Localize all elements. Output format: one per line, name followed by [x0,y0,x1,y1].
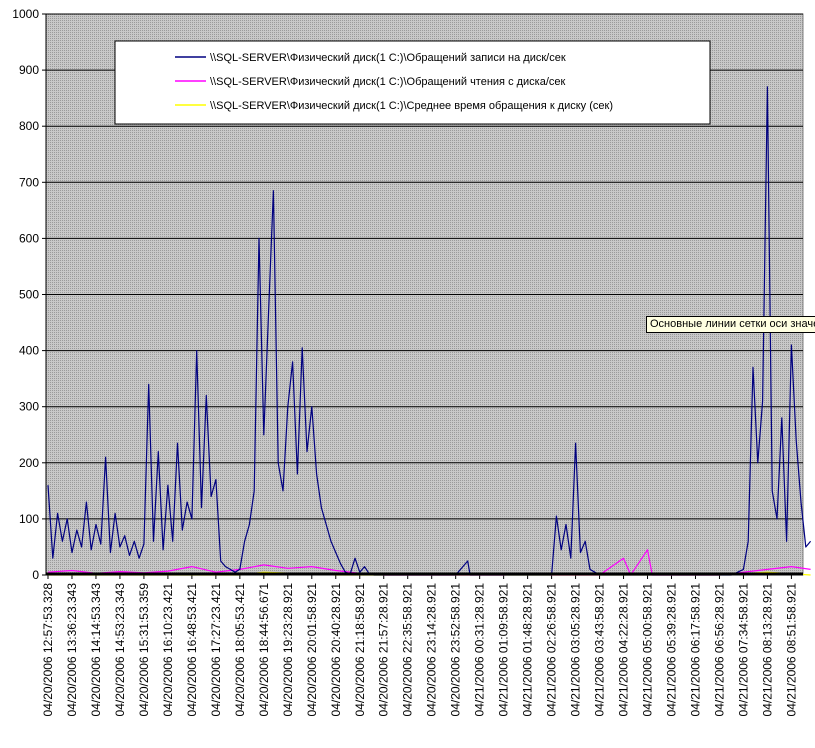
legend-box [114,40,711,125]
legend-label: \\SQL-SERVER\Физический диск(1 C:)\Средн… [210,100,613,112]
legend-label: \\SQL-SERVER\Физический диск(1 C:)\Обращ… [210,76,566,88]
x-tick-label: 04/20/2006 23:14:28.921 [425,583,439,717]
x-tick-label: 04/20/2006 20:01:58.921 [305,583,319,717]
x-tick-label: 04/20/2006 17:27:23.421 [209,583,223,717]
x-tick-label: 04/21/2006 05:39:28.921 [665,583,679,717]
y-tick-label: 800 [19,119,39,133]
y-axis[interactable]: 0 100 200 300 400 500 600 700 800 900 1000 [12,7,47,582]
x-tick-label: 04/21/2006 02:26:58.921 [545,583,559,717]
y-tick-label: 200 [19,456,39,470]
x-tick-label: 04/21/2006 03:43:58.921 [593,583,607,717]
legend[interactable]: \\SQL-SERVER\Физический диск(1 C:)\Обращ… [114,40,711,125]
x-tick-label: 04/21/2006 04:22:28.921 [617,583,631,717]
x-tick-label: 04/20/2006 16:10:23.421 [161,583,175,717]
x-tick-label: 04/20/2006 15:31:53.359 [137,583,151,717]
x-tick-label: 04/20/2006 14:14:53.343 [89,583,103,717]
x-tick-label: 04/21/2006 01:09:58.921 [497,583,511,717]
x-tick-label: 04/20/2006 21:57:28.921 [377,583,391,717]
y-tick-label: 700 [19,175,39,189]
x-tick-label: 04/21/2006 06:56:28.921 [712,583,726,717]
x-tick-label: 04/20/2006 18:44:56.671 [257,583,271,717]
x-tick-label: 04/20/2006 20:40:28.921 [329,583,343,717]
x-tick-label: 04/21/2006 07:34:58.921 [736,583,750,717]
x-tick-label: 04/20/2006 13:36:23.343 [65,583,79,717]
x-tick-label: 04/21/2006 06:17:58.921 [688,583,702,717]
x-tick-label: 04/20/2006 12:57:53.328 [41,583,55,717]
y-tick-label: 900 [19,63,39,77]
series-layer [46,86,812,576]
y-tick-label: 0 [32,568,39,582]
gridlines-tooltip: Основные линии сетки оси значений [646,316,815,333]
y-tick-label: 300 [19,400,39,414]
y-tick-label: 500 [19,288,39,302]
x-tick-label: 04/21/2006 01:48:28.921 [521,583,535,717]
x-tick-label: 04/20/2006 16:48:53.421 [185,583,199,717]
x-tick-label: 04/20/2006 23:52:58.921 [449,583,463,717]
x-tick-label: 04/20/2006 14:53:23.343 [113,583,127,717]
legend-label: \\SQL-SERVER\Физический диск(1 C:)\Обращ… [210,52,566,64]
x-tick-label: 04/21/2006 08:51:58.921 [784,583,798,717]
x-axis[interactable]: 04/20/2006 12:57:53.328 04/20/2006 13:36:… [41,574,803,717]
x-tick-label: 04/20/2006 21:18:58.921 [353,583,367,717]
x-tick-label: 04/21/2006 03:05:28.921 [569,583,583,717]
x-tick-label: 04/21/2006 05:00:58.921 [641,583,655,717]
y-tick-label: 1000 [12,7,39,21]
x-tick-label: 04/21/2006 08:13:28.921 [760,583,774,717]
x-tick-label: 04/21/2006 00:31:28.921 [473,583,487,717]
x-tick-label: 04/20/2006 22:35:58.921 [401,583,415,717]
y-tick-label: 400 [19,344,39,358]
y-tick-label: 100 [19,512,39,526]
y-tick-label: 600 [19,231,39,245]
x-tick-label: 04/20/2006 18:05:53.421 [233,583,247,717]
x-tick-label: 04/20/2006 19:23:28.921 [281,583,295,717]
